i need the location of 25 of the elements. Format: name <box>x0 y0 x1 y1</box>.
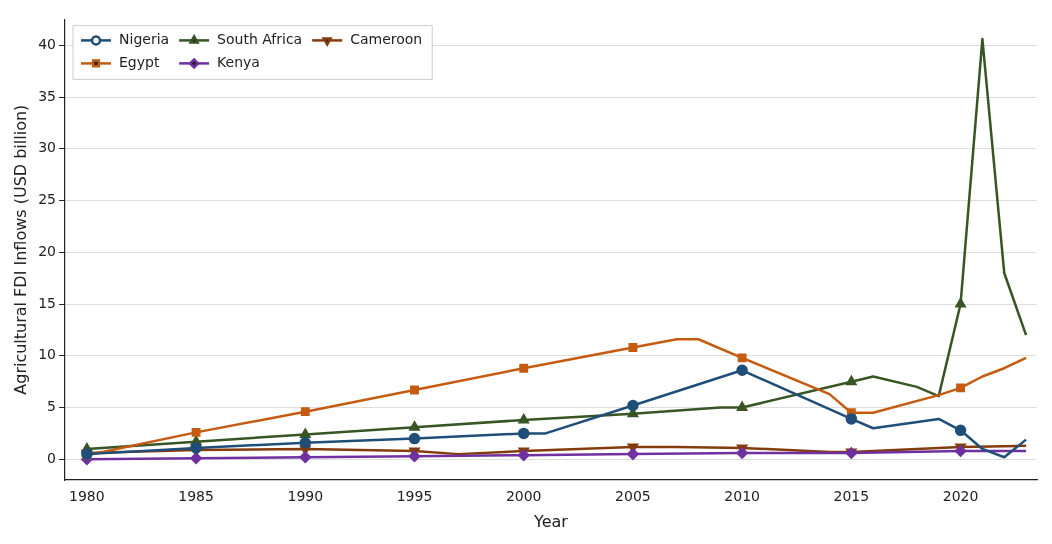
y-tick-label: 30 <box>38 139 57 156</box>
x-tick-label: 2005 <box>615 488 651 505</box>
x-tick-label: 2010 <box>724 488 760 505</box>
legend-label: Kenya <box>217 54 260 71</box>
x-tick-label: 1980 <box>69 488 105 505</box>
y-axis-title: Agricultural FDI Inflows (USD billion) <box>10 104 30 395</box>
legend-label: Cameroon <box>350 31 423 48</box>
x-tick-label: 2015 <box>833 488 870 505</box>
legend-label: South Africa <box>217 31 303 48</box>
y-tick-label: 0 <box>47 449 57 466</box>
y-tick-label: 20 <box>38 242 57 259</box>
x-axis-title: Year <box>533 511 569 531</box>
x-tick-label: 2000 <box>505 488 542 505</box>
x-tick-label: 1990 <box>287 488 324 505</box>
legend-label: Nigeria <box>119 31 170 48</box>
y-tick-label: 35 <box>38 87 57 104</box>
x-tick-label: 2020 <box>942 488 979 505</box>
y-tick-label: 15 <box>38 294 57 311</box>
x-tick-label: 1985 <box>178 488 214 505</box>
y-tick-label: 10 <box>38 346 57 363</box>
y-tick-label: 40 <box>38 35 57 52</box>
y-tick-label: 25 <box>38 191 57 208</box>
legend-label: Egypt <box>119 54 160 71</box>
y-tick-label: 5 <box>47 398 57 415</box>
x-tick-label: 1995 <box>396 488 433 505</box>
